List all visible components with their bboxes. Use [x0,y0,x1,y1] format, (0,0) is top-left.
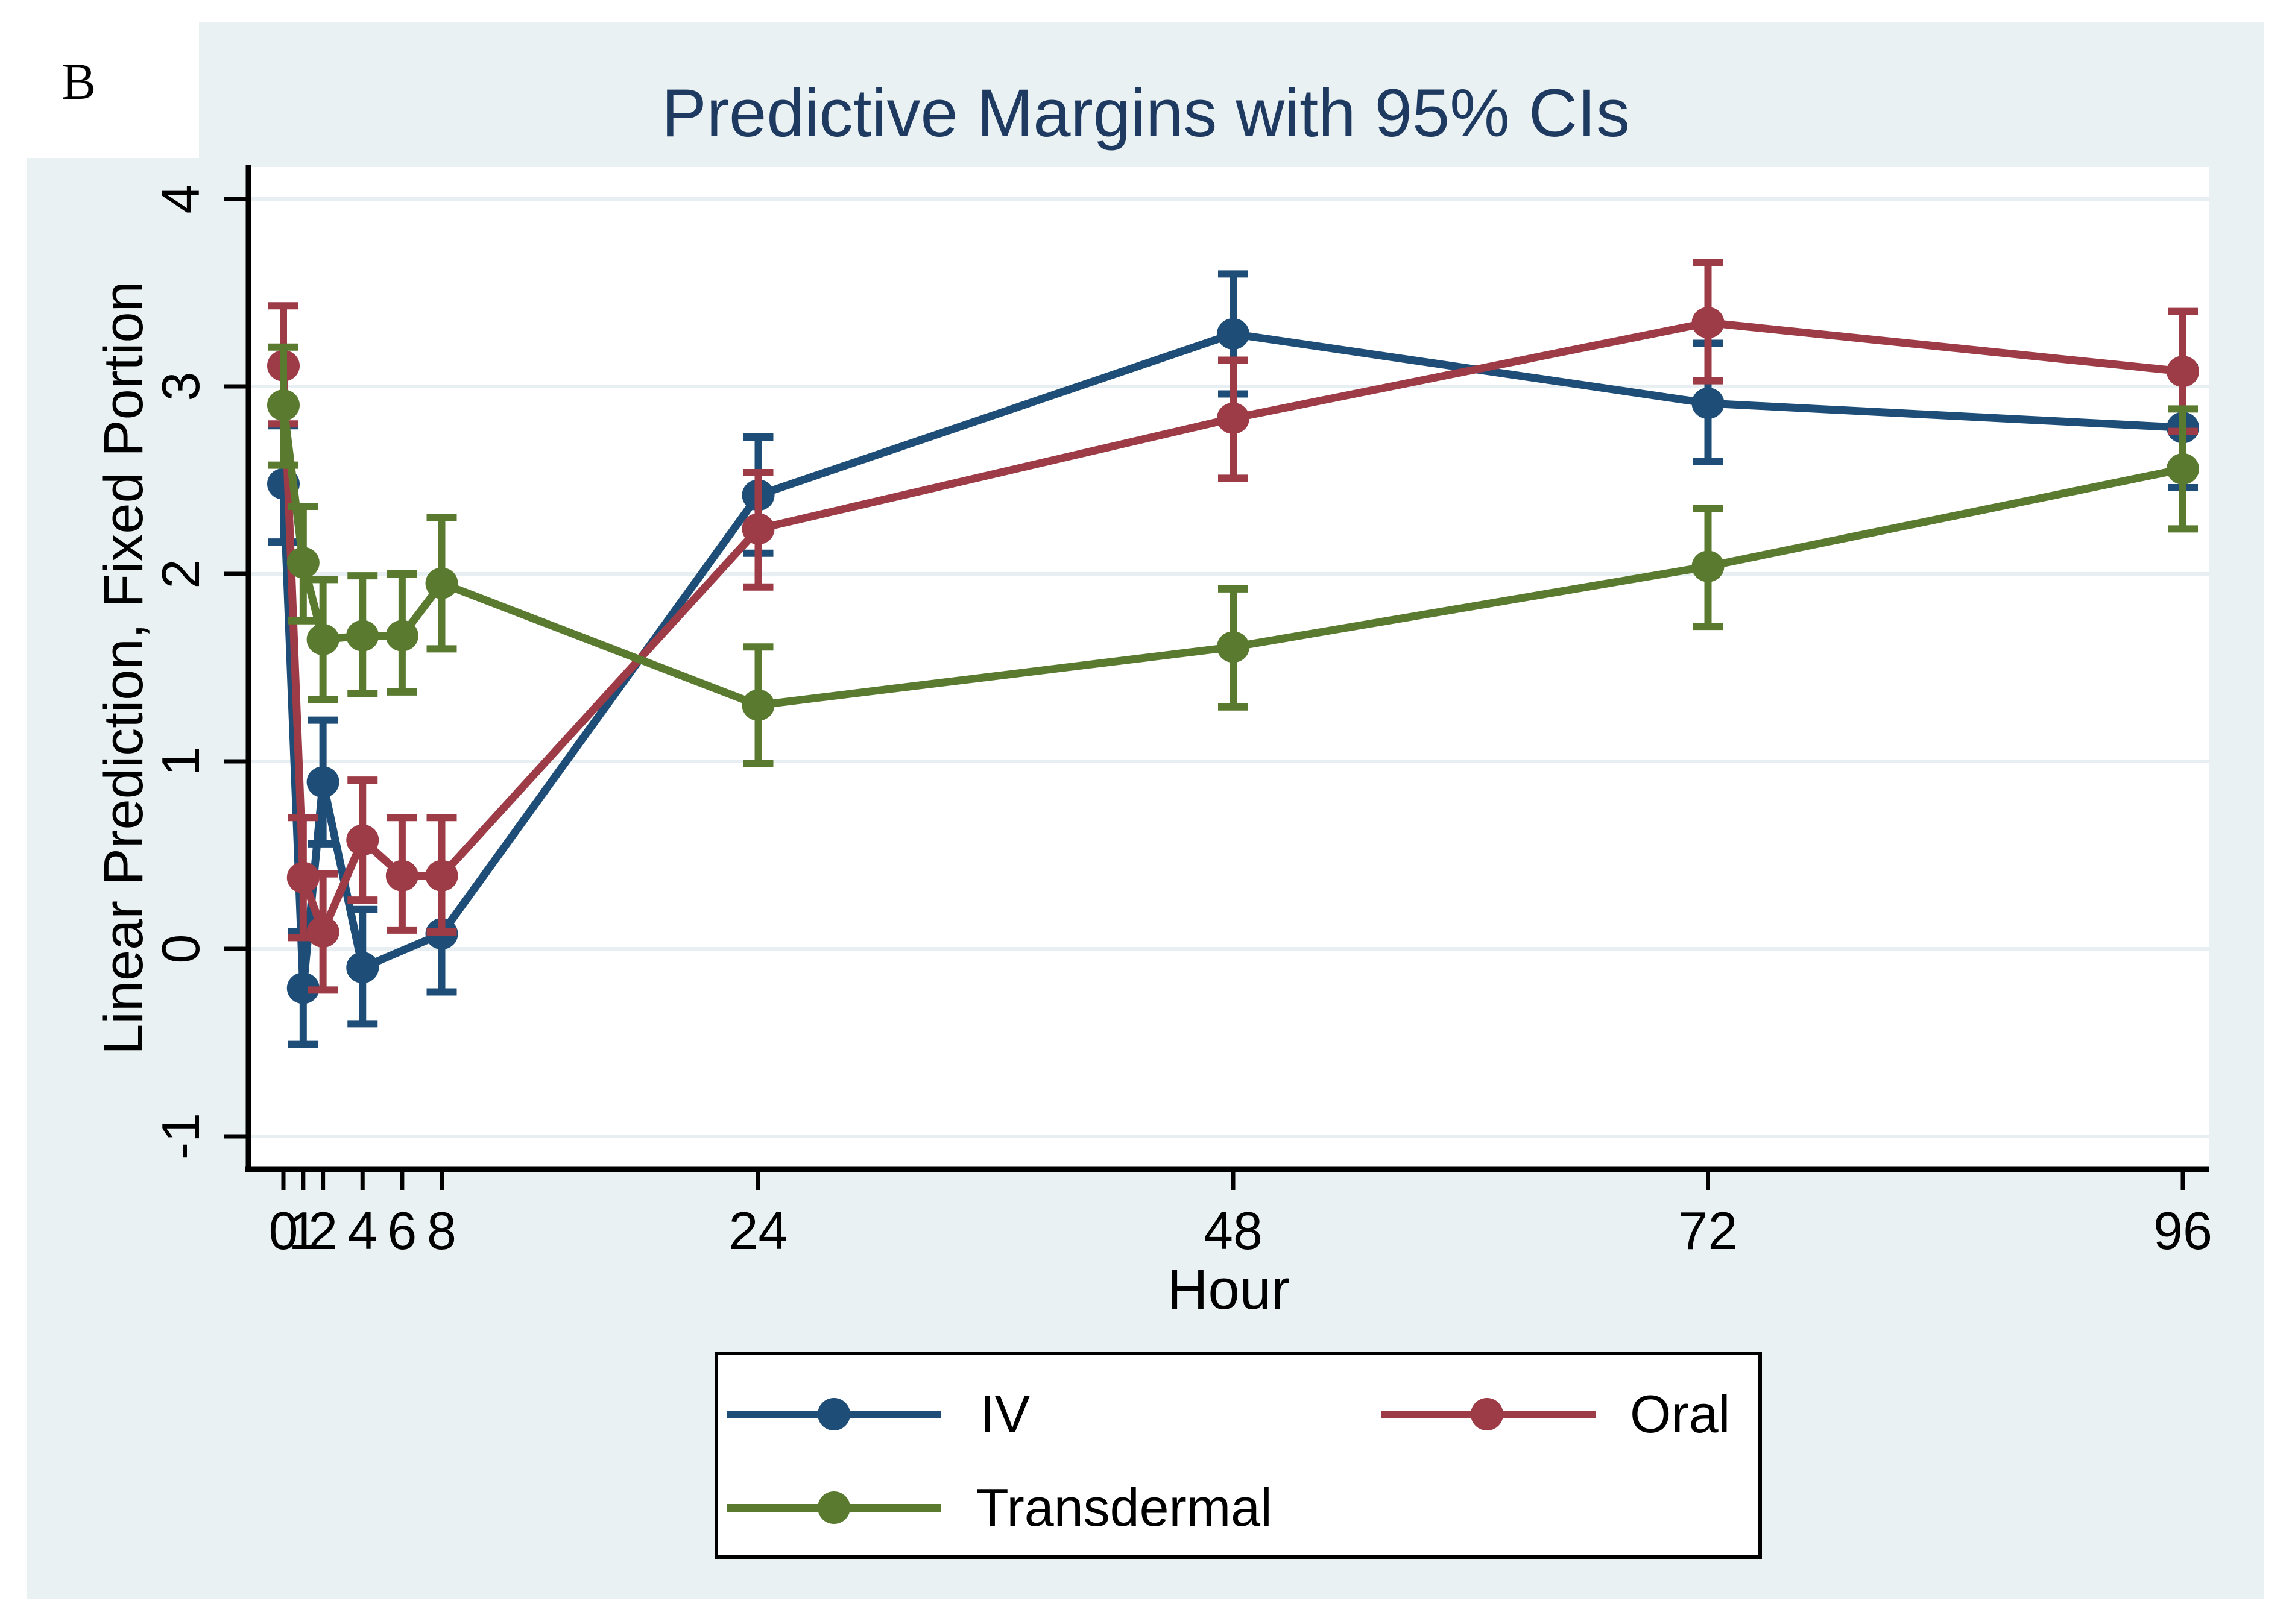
plot-area [248,167,2209,1169]
legend-box: IV Oral Transdermal [715,1352,1762,1559]
data-point-marker [742,513,775,545]
x-tick-label: 0 [269,1201,298,1260]
legend-marker-iv [818,1398,850,1430]
data-point-marker [2167,453,2199,485]
series-line [279,404,2184,710]
y-tick-label: 2 [151,559,210,589]
y-tick-label: 4 [151,184,210,214]
data-point-marker [306,916,339,948]
data-point-marker [1217,631,1249,663]
data-point-marker [346,620,379,652]
legend-label-iv: IV [980,1384,1031,1444]
data-point-marker [286,861,320,893]
x-tick-label: 24 [729,1201,788,1260]
data-point-marker [1217,318,1249,350]
y-tick-label: -1 [151,1113,210,1160]
data-point-marker [1691,387,1725,419]
x-axis-title: Hour [1167,1257,1290,1321]
data-point-marker [286,972,320,1004]
data-point-marker [306,623,339,655]
data-point-marker [385,860,418,892]
x-tick-label: 8 [427,1201,456,1260]
legend-label-oral: Oral [1630,1384,1731,1444]
panel-label: B [62,52,96,110]
x-tick-label: 6 [387,1201,417,1260]
chart-title: Predictive Margins with 95% CIs [661,75,1630,151]
y-tick-label: 1 [151,747,210,776]
data-point-marker [267,389,300,421]
x-tick-label: 4 [348,1201,377,1260]
y-tick-label: 0 [151,934,210,964]
legend-marker-transdermal [818,1491,850,1524]
x-tick-label: 96 [2153,1201,2212,1260]
data-point-marker [385,620,418,652]
gridlines [248,197,2209,1138]
series-transdermal [267,343,2199,767]
series-line [279,318,2183,936]
data-point-marker [425,860,458,892]
data-point-marker [286,547,320,579]
panel-badge: B [0,0,199,158]
series-oral [267,259,2199,994]
data-point-marker [742,689,775,721]
data-point-marker [346,952,379,984]
data-point-marker [425,567,458,599]
series-layer [267,259,2199,1048]
y-tick-label: 3 [151,372,210,401]
data-point-marker [346,824,379,856]
x-tick-label: 2 [308,1201,338,1260]
x-tick-label: 72 [1679,1201,1738,1260]
legend-label-transdermal: Transdermal [976,1478,1272,1537]
data-point-marker [1691,307,1725,339]
y-axis-title: Linear Prediction, Fixed Portion [93,281,154,1055]
legend-marker-oral [1471,1398,1503,1430]
data-point-marker [306,766,339,798]
x-tick-label: 1 [288,1201,318,1260]
x-tick-label: 48 [1204,1201,1263,1260]
data-point-marker [1691,550,1725,582]
data-point-marker [2167,356,2199,388]
data-point-marker [1217,402,1249,434]
